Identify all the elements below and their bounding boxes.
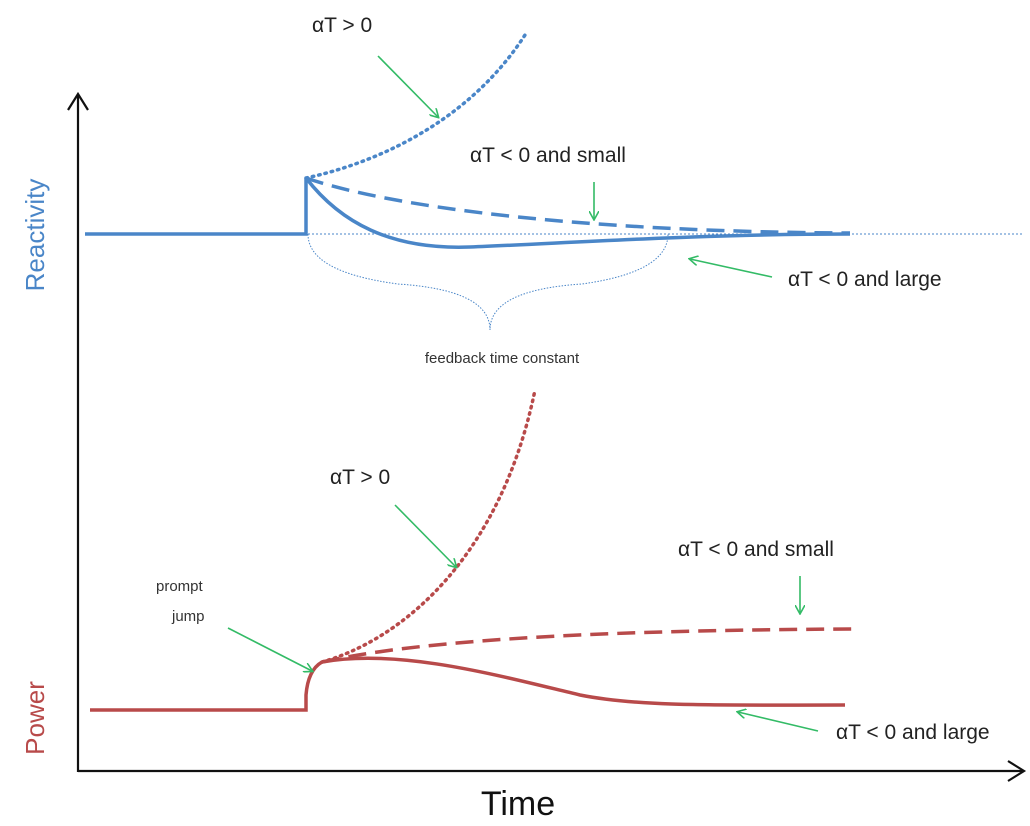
power-label-negative-small: αT < 0 and small: [678, 538, 834, 561]
power-label-negative-large: αT < 0 and large: [836, 721, 990, 744]
reactivity-label-negative-small: αT < 0 and small: [470, 144, 626, 167]
prompt-jump-label-line1: prompt: [156, 578, 204, 595]
power-arrow-negative-large: [738, 712, 819, 732]
reactivity-label-positive: αT > 0: [312, 14, 372, 37]
prompt-jump-arrow: [227, 627, 312, 671]
reactivity-baseline: [85, 178, 308, 236]
y-axis-label-reactivity: Reactivity: [20, 179, 50, 292]
power-label-positive: αT > 0: [330, 466, 390, 489]
power-curve-negative-large: [321, 656, 846, 707]
power-baseline: [90, 660, 323, 712]
x-axis-label: Time: [481, 785, 555, 823]
prompt-jump-label-line2: jump: [171, 608, 205, 625]
y-axis-arrowhead: [67, 91, 89, 111]
reactivity-curve-positive: [304, 33, 527, 180]
feedback-time-constant-brace: [307, 233, 669, 331]
power-arrow-positive: [394, 504, 456, 567]
power-curve-negative-small: [321, 627, 859, 664]
reactivity-label-negative-large: αT < 0 and large: [788, 268, 942, 291]
reactivity-arrow-negative-large: [690, 259, 773, 278]
reactivity-curve-negative-small: [305, 176, 851, 235]
feedback-time-constant-label: feedback time constant: [425, 350, 580, 367]
reactivity-arrow-positive: [377, 55, 438, 117]
x-axis-arrowhead: [1007, 760, 1027, 782]
y-axis-label-power: Power: [20, 681, 50, 755]
reactivity-curve-negative-large: [304, 176, 851, 249]
power-curve-positive: [320, 388, 537, 664]
